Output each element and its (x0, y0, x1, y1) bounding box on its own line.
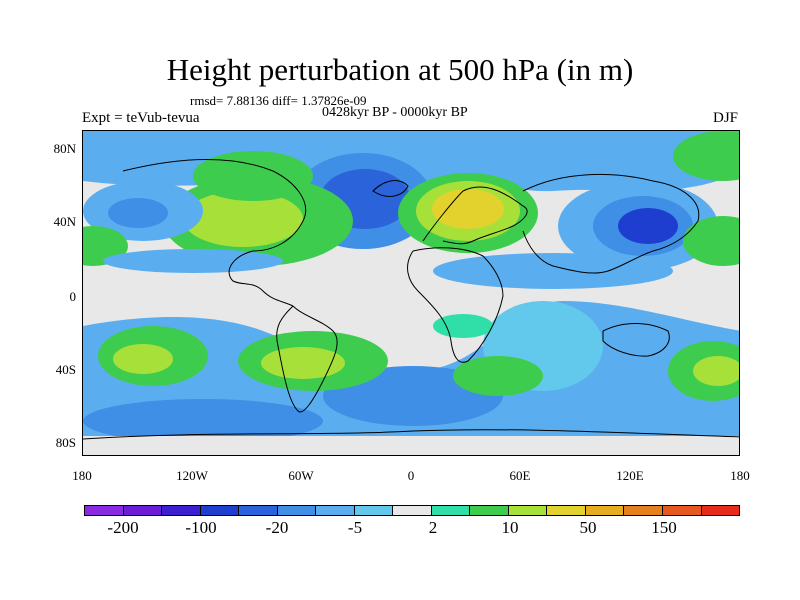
coastline (372, 180, 409, 197)
colorbar-segment (85, 506, 124, 515)
contour-region (83, 436, 739, 455)
x-tick-label: 120W (176, 468, 208, 483)
coastline (276, 305, 338, 413)
coastline (407, 247, 504, 363)
colorbar-segment (162, 506, 201, 515)
contour-region (693, 356, 739, 386)
x-tick-label: 180 (72, 468, 92, 483)
coastline (83, 429, 739, 440)
y-tick-label: 80S (55, 435, 76, 450)
colorbar-label: 10 (501, 518, 519, 537)
colorbar-segment (123, 506, 163, 515)
stats-label: rmsd= 7.88136 diff= 1.37826e-09 (190, 93, 367, 108)
y-tick-label: 40N (53, 214, 76, 229)
x-tick-label: 60E (509, 468, 531, 483)
colorbar-segment (277, 506, 317, 515)
period-label: 0428kyr BP - 0000kyr BP (322, 105, 468, 120)
contour-region (103, 249, 283, 273)
colorbar-segment (662, 506, 702, 515)
colorbar-segment (701, 506, 740, 515)
colorbar-label: -20 (265, 518, 289, 537)
contour-region (673, 131, 739, 181)
colorbar-segment (624, 506, 663, 515)
contour-map (83, 131, 739, 455)
colorbar (84, 505, 740, 516)
colorbar-label: 2 (428, 518, 438, 537)
contour-region (193, 151, 313, 201)
y-tick-label: 40S (55, 362, 76, 377)
coastline (422, 186, 528, 245)
coastline (602, 323, 670, 357)
x-tick-label: 60W (288, 468, 314, 483)
contour-region (683, 216, 739, 266)
contour-region (113, 344, 173, 374)
contour-region (618, 208, 678, 244)
figure-title: Height perturbation at 500 hPa (in m) (166, 52, 634, 87)
y-tick-label: 80N (53, 141, 76, 156)
season-label: DJF (712, 110, 738, 126)
colorbar-segment (200, 506, 240, 515)
colorbar-segment (316, 506, 355, 515)
colorbar-label: 50 (579, 518, 597, 537)
x-tick-label: 180 (730, 468, 750, 483)
coastline (122, 159, 307, 307)
colorbar-segment (239, 506, 278, 515)
colorbar-label: -100 (185, 518, 217, 537)
contour-region (433, 253, 673, 289)
experiment-label: Expt = teVub-tevua (82, 110, 200, 126)
x-tick-label: 120E (616, 468, 644, 483)
colorbar-segment (547, 506, 586, 515)
contour-region (433, 314, 493, 338)
contour-region (83, 399, 323, 443)
contour-region (261, 347, 345, 379)
contour-region (108, 198, 168, 228)
map-panel (82, 130, 740, 456)
colorbar-segment (354, 506, 394, 515)
x-tick-label: 0 (407, 468, 415, 483)
colorbar-label: -5 (347, 518, 363, 537)
colorbar-segment (470, 506, 509, 515)
contour-region (453, 356, 543, 396)
colorbar-segment (393, 506, 432, 515)
contour-region (183, 191, 303, 247)
colorbar-label: -200 (107, 518, 139, 537)
coastline (522, 173, 700, 274)
contour-region (432, 189, 504, 229)
colorbar-label: 150 (651, 518, 677, 537)
colorbar-segment (585, 506, 625, 515)
colorbar-segment (431, 506, 471, 515)
colorbar-segment (508, 506, 548, 515)
y-tick-label: 0 (69, 289, 77, 304)
